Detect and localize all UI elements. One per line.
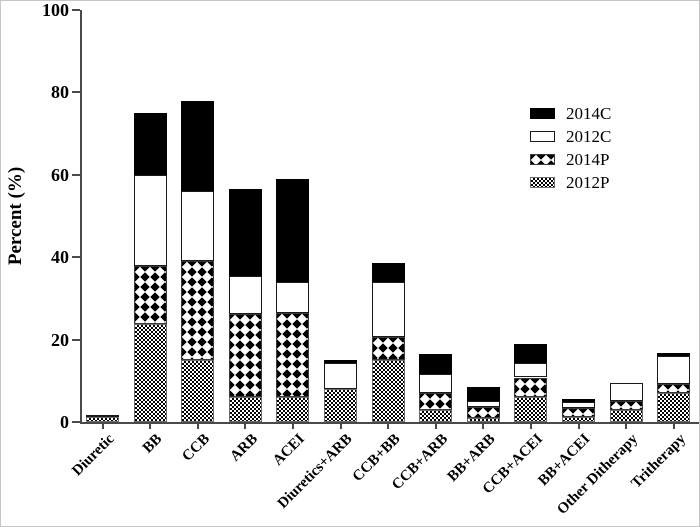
- x-axis-line: [80, 422, 699, 424]
- y-tick: [72, 338, 80, 341]
- bar-segment-2014C: [657, 352, 691, 357]
- bar-segment-2012P: [466, 417, 500, 422]
- y-axis-title: Percent (%): [5, 166, 26, 266]
- x-tick: [291, 422, 294, 429]
- y-axis-line: [80, 10, 82, 422]
- bar-segment-2014P: [419, 392, 453, 410]
- y-tick-label: 40: [51, 247, 69, 268]
- bar-segment-2012P: [181, 360, 215, 422]
- bar-segment-2014P: [657, 384, 691, 394]
- bar-segment-2012C: [371, 282, 405, 337]
- x-tick: [625, 422, 628, 429]
- bar-segment-2012C: [181, 191, 215, 262]
- legend-swatch-open-white: [530, 131, 555, 142]
- legend: 2014C 2012C 2014P 2012P: [530, 102, 611, 194]
- bar-segment-2012C: [276, 281, 310, 313]
- x-tick-label: ARB: [226, 431, 261, 465]
- bar-segment-2012C: [133, 174, 167, 267]
- y-tick: [72, 421, 80, 423]
- bar-segment-2014C: [466, 386, 500, 401]
- bar-segment-2014P: [228, 313, 262, 398]
- x-tick: [196, 422, 199, 429]
- legend-swatch-dense-check: [530, 177, 555, 188]
- bar-segment-2012P: [657, 393, 691, 422]
- y-tick-label: 80: [51, 82, 69, 103]
- y-tick: [72, 173, 80, 176]
- x-tick: [577, 422, 580, 429]
- y-tick: [72, 91, 80, 94]
- legend-label: 2012P: [566, 172, 610, 192]
- y-tick-label: 60: [51, 164, 69, 185]
- legend-item-2012C: 2012C: [530, 125, 611, 148]
- bar-segment-2012P: [276, 397, 310, 422]
- bar-segment-2012C: [324, 363, 357, 390]
- bar-segment-2012P: [324, 389, 357, 422]
- y-tick-label: 0: [60, 412, 69, 432]
- legend-label: 2012C: [566, 126, 612, 146]
- bar-segment-2012P: [371, 360, 405, 422]
- bar-segment-2012C: [466, 400, 500, 408]
- bar-segment-2014P: [466, 407, 500, 418]
- x-tick: [149, 422, 152, 429]
- x-tick: [339, 422, 342, 429]
- x-tick-label: ACEI: [270, 431, 309, 469]
- bar-segment-2012C: [228, 275, 262, 314]
- y-tick-label: 20: [51, 329, 69, 350]
- bar-segment-2012C: [419, 374, 453, 393]
- x-tick-label: CCB: [179, 431, 214, 465]
- x-tick-label: Diuretic: [69, 431, 118, 480]
- bar-segment-2014P: [133, 266, 167, 324]
- bar-segment-2012C: [514, 363, 548, 378]
- bar-segment-2012C: [562, 401, 595, 408]
- bar-segment-2012P: [86, 417, 119, 422]
- bar-segment-2012P: [133, 323, 167, 422]
- y-tick-label: 100: [42, 0, 69, 20]
- bar-segment-2014P: [181, 261, 215, 361]
- bar-segment-2014P: [276, 312, 310, 398]
- bar-segment-2014P: [609, 401, 643, 410]
- bar-segment-2014C: [514, 343, 548, 364]
- x-tick: [672, 422, 675, 429]
- bar-segment-2012P: [419, 409, 453, 422]
- x-tick: [244, 422, 247, 429]
- bar-segment-2014C: [324, 360, 357, 364]
- x-tick: [482, 422, 485, 429]
- x-tick: [434, 422, 437, 429]
- bar-segment-2014C: [371, 263, 405, 283]
- bar-segment-2014C: [276, 178, 310, 282]
- bar-segment-2012P: [562, 417, 595, 422]
- legend-item-2014C: 2014C: [530, 102, 611, 125]
- bar-segment-2012C: [86, 414, 119, 418]
- bar-segment-2012P: [514, 397, 548, 422]
- bar-segment-2012C: [609, 382, 643, 402]
- legend-label: 2014P: [566, 149, 610, 169]
- x-tick: [101, 422, 104, 429]
- x-tick-label: BB: [139, 431, 166, 457]
- x-tick: [387, 422, 390, 429]
- bar-segment-2014P: [514, 377, 548, 398]
- bar-segment-2012P: [609, 409, 643, 422]
- legend-swatch-diamond-check: [530, 154, 555, 165]
- x-tick: [529, 422, 532, 429]
- bar-segment-2012C: [657, 356, 691, 385]
- legend-label: 2014C: [566, 103, 612, 123]
- y-tick: [72, 9, 80, 11]
- legend-item-2012P: 2012P: [530, 171, 611, 194]
- bar-segment-2014C: [228, 189, 262, 276]
- bar-segment-2014C: [419, 354, 453, 375]
- bar-segment-2012P: [228, 397, 262, 422]
- legend-item-2014P: 2014P: [530, 148, 611, 171]
- bar-segment-2014C: [181, 100, 215, 192]
- bar-segment-2014C: [133, 113, 167, 175]
- legend-swatch-solid-black: [530, 108, 555, 119]
- y-tick: [72, 256, 80, 259]
- bar-segment-2014C: [562, 399, 595, 402]
- bar-segment-2014P: [562, 407, 595, 418]
- bar-segment-2014P: [371, 336, 405, 361]
